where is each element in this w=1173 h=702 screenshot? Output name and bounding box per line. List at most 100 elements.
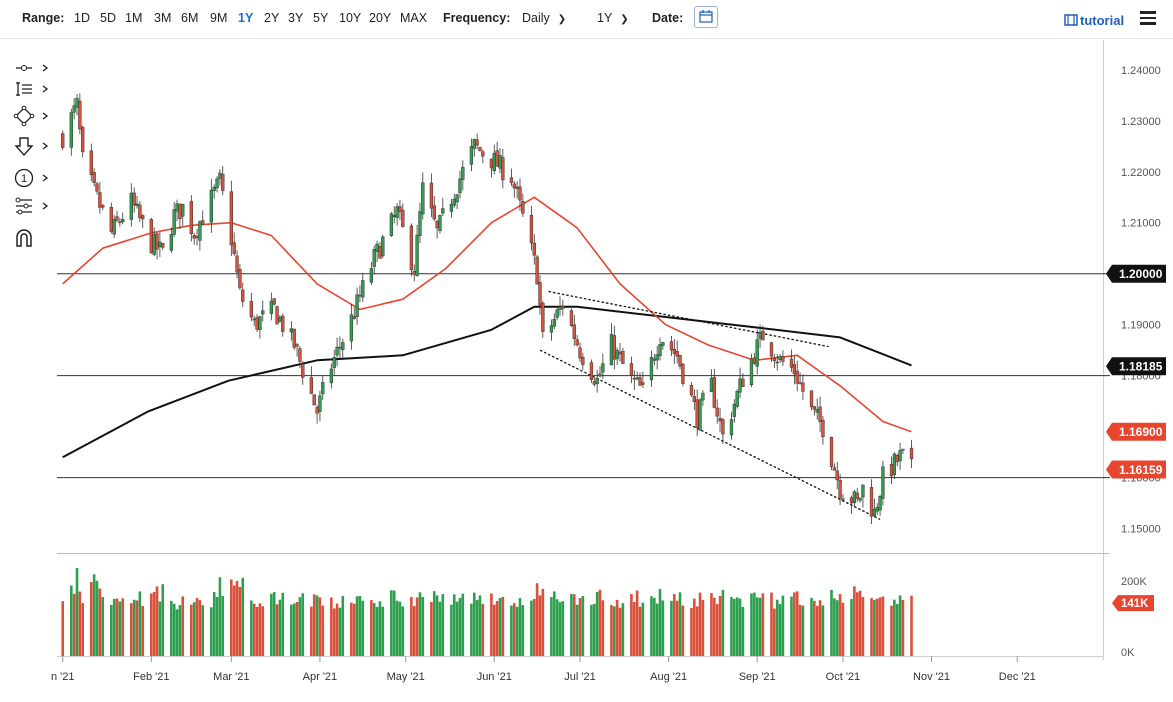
candle [492, 144, 496, 175]
volume-bar [633, 602, 636, 656]
range-button-6m[interactable]: 6M [181, 11, 199, 25]
range-button-20y[interactable]: 20Y [369, 11, 392, 25]
toolbar: Range: 1D 5D 1M 3M 6M 9M 1Y 2Y 3Y 5Y 10Y 20Y MAX Fre… [0, 0, 1173, 39]
volume-bar [312, 594, 316, 656]
time-tick-label: Apr '21 [303, 671, 338, 683]
volume-bar [595, 591, 599, 656]
volume-bar [910, 595, 913, 656]
range-button-3y[interactable]: 3Y [288, 11, 304, 25]
volume-bar [572, 594, 576, 656]
volume-bar [801, 605, 805, 656]
hamburger-menu-icon[interactable] [1140, 11, 1156, 25]
volume-bar [315, 595, 319, 656]
pattern-tool-button[interactable] [10, 77, 54, 101]
candle [101, 204, 105, 211]
volume-bar [701, 599, 705, 656]
candle [189, 195, 193, 242]
candle-body [195, 236, 199, 238]
candle-body [138, 204, 142, 219]
range-button-max[interactable]: MAX [400, 11, 428, 25]
calendar-button[interactable] [694, 6, 718, 28]
candle-body [232, 242, 236, 254]
volume-bar [290, 604, 293, 656]
candle [869, 479, 874, 525]
range-button-2y[interactable]: 2Y [264, 11, 280, 25]
candle [429, 173, 434, 218]
volume-bar [241, 577, 245, 656]
volume-bar [570, 593, 573, 656]
candle [129, 183, 133, 227]
line-tool-button[interactable] [10, 56, 54, 80]
price-chart[interactable]: 1.24000 1.23000 1.22000 1.21000 1.20000 1.190… [0, 38, 1173, 702]
candle-body [672, 349, 676, 354]
annotation-number-button[interactable]: 1 [10, 166, 54, 190]
candle [395, 203, 399, 226]
range-button-9m[interactable]: 9M [210, 11, 228, 25]
candle [649, 350, 654, 387]
volume-bar [458, 598, 462, 656]
candle [121, 212, 125, 225]
candle-body [435, 220, 439, 229]
volume-bar [355, 596, 359, 656]
volume-bar [650, 596, 653, 656]
candle-body [335, 346, 339, 356]
candle-body [358, 294, 362, 297]
volume-bar [592, 603, 596, 656]
range-button-1d[interactable]: 1D [74, 11, 90, 25]
range-button-1y[interactable]: 1Y [238, 11, 254, 25]
candle [775, 353, 779, 371]
candle [678, 354, 682, 370]
volume-bar [215, 596, 219, 656]
candle [495, 141, 499, 167]
candle-body [289, 328, 293, 333]
tutorial-link[interactable]: tutorial [1064, 0, 1124, 40]
candle [369, 261, 374, 285]
horizontal-lines [57, 273, 1110, 479]
candle-body [189, 201, 193, 234]
candle [61, 130, 65, 150]
volume-bar [210, 607, 213, 656]
volume-bar [558, 602, 562, 656]
candle [772, 353, 776, 368]
candle-body [78, 100, 82, 130]
candle [158, 232, 162, 257]
candle-body [732, 403, 736, 417]
candle-body [61, 133, 65, 148]
shape-tool-button[interactable] [10, 104, 54, 128]
magnet-button[interactable] [10, 226, 54, 250]
candle-body [658, 344, 662, 357]
candle-body [878, 496, 882, 511]
price-label-box [1106, 422, 1166, 441]
candle-body [538, 282, 542, 306]
candle [118, 217, 122, 227]
candle [358, 285, 362, 303]
candle-body [255, 317, 259, 330]
candle [198, 220, 202, 251]
candle [701, 389, 705, 406]
candle [641, 371, 645, 388]
candle [581, 352, 585, 370]
range-button-5d[interactable]: 5D [100, 11, 116, 25]
range-button-3m[interactable]: 3M [154, 11, 172, 25]
candle-body [115, 216, 119, 221]
volume-bar [612, 606, 616, 656]
volume-bar [310, 606, 313, 656]
candle-body [832, 467, 837, 471]
range-button-1m[interactable]: 1M [125, 11, 143, 25]
range-button-5y[interactable]: 5Y [313, 11, 329, 25]
arrow-down-button[interactable] [10, 134, 54, 158]
frequency-select[interactable]: Daily ❯ [522, 0, 566, 36]
volume-bar [750, 593, 753, 656]
volume-bar [270, 593, 273, 656]
period-select[interactable]: 1Y ❯ [597, 0, 629, 36]
volume-bar [198, 600, 202, 656]
volume-bar [318, 597, 322, 656]
range-button-10y[interactable]: 10Y [339, 11, 362, 25]
candle-body [609, 334, 614, 366]
candle-body [638, 377, 642, 386]
candle [455, 193, 459, 209]
volume-bar [550, 597, 553, 656]
volume-last-text: 141K [1121, 598, 1149, 610]
volume-bar [813, 600, 816, 656]
fibonacci-tool-button[interactable] [10, 194, 54, 218]
